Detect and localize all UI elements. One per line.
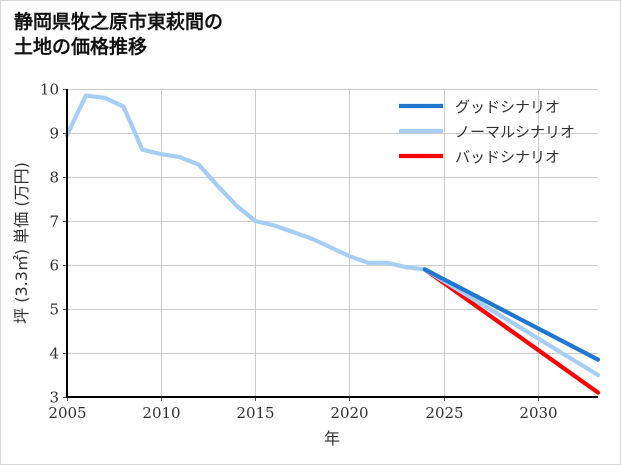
y-tick-label: 5 xyxy=(49,301,59,319)
x-tick-label: 2005 xyxy=(48,404,86,422)
y-tick-label: 7 xyxy=(49,213,59,231)
axis-spines-group xyxy=(65,89,598,399)
y-tick-label: 8 xyxy=(49,169,59,187)
x-tick-label: 2030 xyxy=(519,404,557,422)
gridlines-group xyxy=(67,89,598,398)
legend-item-label: ノーマルシナリオ xyxy=(455,123,575,141)
y-axis-title: 坪 (3.3㎡) 単価 (万円) xyxy=(12,162,31,324)
legend-item-label: グッドシナリオ xyxy=(455,98,560,116)
data-series-group xyxy=(64,93,601,395)
x-tick-label: 2025 xyxy=(425,404,463,422)
tick-labels-group: 3 4 5 6 7 8 9 10 2005 2010 2015 2020 2025 2030 xyxy=(40,81,558,423)
series-line-normal-forecast xyxy=(422,267,601,378)
y-tick-label: 3 xyxy=(49,389,59,407)
x-tick-label: 2015 xyxy=(236,404,274,422)
y-tick-label: 6 xyxy=(49,257,59,275)
y-tick-label: 9 xyxy=(49,125,59,143)
series-line-good-forecast xyxy=(422,267,601,362)
x-axis-title: 年 xyxy=(324,429,340,448)
series-line-normal-historical xyxy=(64,93,427,272)
y-tick-label: 10 xyxy=(40,81,59,99)
series-line-bad-forecast xyxy=(422,267,601,395)
y-tick-label: 4 xyxy=(49,345,59,363)
legend-item-label: バッドシナリオ xyxy=(455,148,560,166)
x-tick-label: 2020 xyxy=(330,404,368,422)
x-tick-label: 2010 xyxy=(142,404,180,422)
page-title: 静岡県牧之原市東萩間の 土地の価格推移 xyxy=(14,11,224,59)
